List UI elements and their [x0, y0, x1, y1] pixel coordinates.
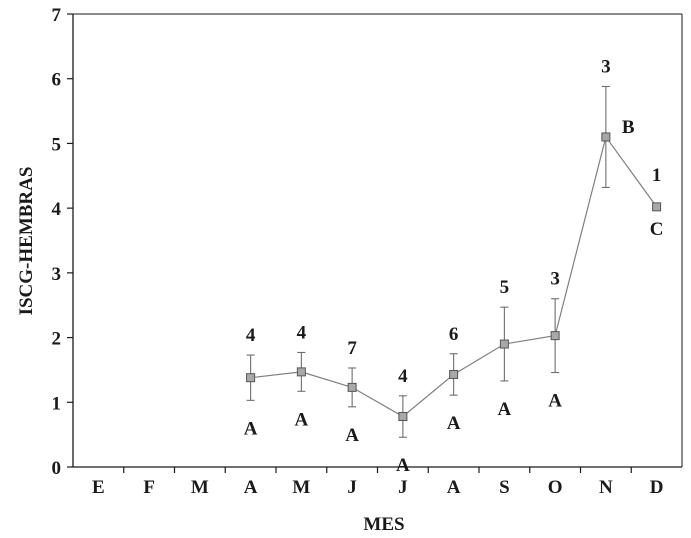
y-tick-label: 1 — [52, 393, 62, 414]
annotations: 4 A 4 A 7 A 4 A 6 A 5 A 3 A 3 B 1 C — [244, 56, 664, 476]
sample-size-label: 1 — [652, 165, 662, 186]
x-tick-label: A — [244, 477, 258, 498]
y-axis-ticks: 0 1 2 3 4 5 6 7 — [52, 5, 73, 479]
group-letter-label: A — [498, 399, 512, 420]
data-point — [449, 369, 459, 379]
x-tick-label: J — [398, 477, 408, 498]
data-point — [246, 373, 256, 383]
y-tick-label: 7 — [52, 5, 62, 26]
group-letter-label: C — [650, 219, 664, 240]
y-tick-label: 6 — [52, 70, 62, 91]
group-letter-label: B — [622, 117, 635, 138]
x-tick-label: O — [548, 477, 563, 498]
data-markers — [246, 132, 662, 422]
x-tick-label: N — [599, 477, 613, 498]
data-point — [550, 331, 560, 341]
group-letter-label: A — [447, 413, 461, 434]
y-tick-label: 4 — [52, 199, 62, 220]
group-letter-label: A — [345, 425, 359, 446]
group-letter-label: A — [244, 418, 258, 439]
y-tick-label: 2 — [52, 329, 62, 350]
group-letter-label: A — [548, 391, 562, 412]
plot-frame — [72, 13, 683, 468]
sample-size-label: 3 — [601, 56, 611, 77]
sample-size-label: 3 — [550, 269, 560, 290]
x-tick-label: E — [92, 477, 105, 498]
sample-size-label: 5 — [500, 277, 510, 298]
y-tick-label: 0 — [52, 458, 62, 479]
x-tick-label: D — [650, 477, 664, 498]
x-tick-label: A — [447, 477, 461, 498]
x-tick-label: F — [143, 477, 155, 498]
error-bars — [246, 85, 610, 438]
sample-size-label: 4 — [246, 325, 256, 346]
x-tick-label: M — [191, 477, 209, 498]
group-letter-label: A — [295, 409, 309, 430]
sample-size-label: 4 — [398, 366, 408, 387]
data-point — [652, 202, 662, 212]
y-tick-label: 3 — [52, 264, 62, 285]
data-point — [398, 412, 408, 422]
y-axis-title: ISCG-HEMBRAS — [16, 167, 37, 316]
data-point — [499, 339, 509, 349]
data-point — [601, 132, 611, 142]
group-letter-label: A — [396, 455, 410, 476]
data-point — [296, 367, 306, 377]
sample-size-label: 7 — [347, 338, 357, 359]
x-tick-label: M — [292, 477, 310, 498]
sample-size-label: 6 — [449, 324, 459, 345]
y-tick-label: 5 — [52, 134, 62, 155]
x-tick-label: S — [499, 477, 510, 498]
sample-size-label: 4 — [297, 322, 307, 343]
x-axis-title: MES — [363, 514, 404, 535]
data-point — [347, 382, 357, 392]
x-tick-label: J — [347, 477, 357, 498]
